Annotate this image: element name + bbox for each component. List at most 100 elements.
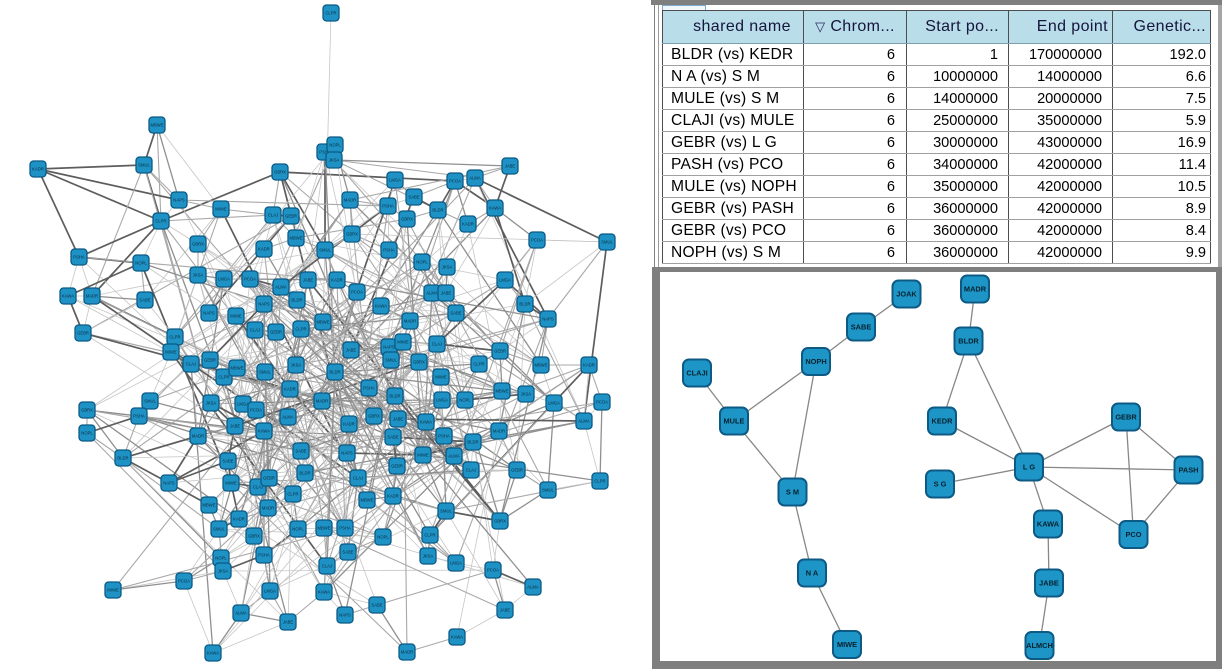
svg-text:NAPS: NAPS <box>258 302 270 307</box>
svg-text:PCOA: PCOA <box>449 179 461 184</box>
svg-text:SMUL: SMUL <box>138 163 150 168</box>
svg-text:PSHA: PSHA <box>73 255 85 260</box>
svg-text:PSHA: PSHA <box>438 434 450 439</box>
svg-text:ALMA: ALMA <box>275 285 287 290</box>
svg-text:MBWE: MBWE <box>495 389 508 394</box>
svg-text:CLPR: CLPR <box>325 11 336 16</box>
svg-text:SABE: SABE <box>371 603 382 608</box>
svg-text:GBRX: GBRX <box>192 242 204 247</box>
svg-text:GBRX: GBRX <box>494 519 506 524</box>
svg-text:SMUL: SMUL <box>385 358 397 363</box>
svg-text:NAPS: NAPS <box>341 451 353 456</box>
svg-text:CLPR: CLPR <box>287 492 298 497</box>
svg-text:JABE: JABE <box>346 348 357 353</box>
svg-text:NAPS: NAPS <box>542 317 554 322</box>
svg-text:KADR: KADR <box>233 517 245 522</box>
svg-text:PCOA: PCOA <box>250 408 262 413</box>
svg-text:NAPS: NAPS <box>163 481 175 486</box>
svg-text:LMGA: LMGA <box>499 278 511 283</box>
svg-text:ALMA: ALMA <box>235 611 247 616</box>
svg-text:LMGA: LMGA <box>450 561 462 566</box>
svg-text:CLPR: CLPR <box>155 219 166 224</box>
svg-text:MADR: MADR <box>86 294 98 299</box>
svg-text:MBWE: MBWE <box>202 503 215 508</box>
svg-text:BLDR: BLDR <box>519 302 530 307</box>
svg-text:JKSA: JKSA <box>218 569 229 574</box>
svg-text:KAWA: KAWA <box>451 635 463 640</box>
svg-text:NOPL: NOPL <box>292 527 304 532</box>
svg-text:MIWE: MIWE <box>165 350 177 355</box>
svg-text:CLAJ: CLAJ <box>268 213 278 218</box>
svg-text:JKSA: JKSA <box>442 265 453 270</box>
svg-text:PSHA: PSHA <box>339 526 351 531</box>
svg-text:SMUL: SMUL <box>144 399 156 404</box>
svg-text:ALMA: ALMA <box>282 415 294 420</box>
svg-text:JOAK: JOAK <box>896 290 917 299</box>
svg-text:MADR: MADR <box>493 429 505 434</box>
svg-text:BLDR: BLDR <box>291 298 302 303</box>
svg-text:PCOA: PCOA <box>244 277 256 282</box>
svg-text:SABE: SABE <box>222 459 233 464</box>
svg-text:MADR: MADR <box>316 399 328 404</box>
svg-text:KAWA: KAWA <box>420 420 432 425</box>
svg-text:JABE: JABE <box>441 291 452 296</box>
svg-text:BLDR: BLDR <box>299 471 310 476</box>
svg-text:L G: L G <box>1023 463 1035 472</box>
svg-text:PCO: PCO <box>1125 530 1141 539</box>
svg-text:NOPL: NOPL <box>215 556 227 561</box>
svg-text:CLAJ: CLAJ <box>322 564 332 569</box>
svg-text:MADR: MADR <box>262 506 274 511</box>
svg-text:JABE: JABE <box>303 278 314 283</box>
svg-text:LMGA: LMGA <box>548 401 560 406</box>
svg-text:MBWE: MBWE <box>316 320 329 325</box>
svg-text:MBWE: MBWE <box>289 236 302 241</box>
svg-text:GEBR: GEBR <box>77 331 89 336</box>
svg-text:JABE: JABE <box>230 424 241 429</box>
svg-text:MBWE: MBWE <box>534 363 547 368</box>
svg-text:NAPS: NAPS <box>339 613 351 618</box>
svg-text:NOPL: NOPL <box>135 261 147 266</box>
svg-text:KADR: KADR <box>343 422 355 427</box>
svg-text:BLDR: BLDR <box>432 208 443 213</box>
svg-text:JABE: JABE <box>283 620 294 625</box>
svg-text:SMUL: SMUL <box>601 240 613 245</box>
svg-text:MULE: MULE <box>724 417 745 426</box>
svg-text:MIWE: MIWE <box>837 640 857 649</box>
svg-text:GBRX: GBRX <box>248 534 260 539</box>
svg-text:CLPR: CLPR <box>594 479 605 484</box>
svg-text:SABE: SABE <box>851 323 872 332</box>
svg-text:ALMA: ALMA <box>426 291 438 296</box>
svg-text:SABE: SABE <box>295 449 306 454</box>
svg-text:BLDR: BLDR <box>329 370 340 375</box>
svg-text:LMGA: LMGA <box>218 277 230 282</box>
svg-text:JKSA: JKSA <box>521 392 532 397</box>
svg-text:GBRX: GBRX <box>346 232 358 237</box>
svg-text:LMGA: LMGA <box>264 589 276 594</box>
svg-text:GEBR: GEBR <box>511 468 523 473</box>
svg-text:MIWE: MIWE <box>230 314 242 319</box>
svg-text:JKSA: JKSA <box>329 158 340 163</box>
svg-text:KADR: KADR <box>331 278 343 283</box>
svg-text:SMUL: SMUL <box>213 527 225 532</box>
svg-text:GEBR: GEBR <box>204 358 216 363</box>
svg-text:JABE: JABE <box>505 164 516 169</box>
svg-text:BLDR: BLDR <box>467 440 478 445</box>
svg-text:LMGA: LMGA <box>389 178 401 183</box>
svg-text:GEBR: GEBR <box>263 476 275 481</box>
svg-text:MIWE: MIWE <box>225 481 237 486</box>
svg-text:GBRX: GBRX <box>81 408 93 413</box>
svg-text:KEDR: KEDR <box>932 417 954 426</box>
svg-text:KADR: KADR <box>462 222 474 227</box>
svg-text:JKSA: JKSA <box>291 363 302 368</box>
svg-text:JKSA: JKSA <box>193 273 204 278</box>
svg-text:CLAJI: CLAJI <box>686 369 707 378</box>
svg-text:BLDR: BLDR <box>389 394 400 399</box>
svg-text:NAPS: NAPS <box>203 311 215 316</box>
svg-text:KADR: KADR <box>32 167 44 172</box>
svg-text:N A: N A <box>806 569 819 578</box>
svg-text:GBRX: GBRX <box>274 170 286 175</box>
svg-text:PSHA: PSHA <box>383 248 395 253</box>
svg-text:MIWE: MIWE <box>417 453 429 458</box>
svg-text:S G: S G <box>934 480 947 489</box>
svg-text:MADR: MADR <box>964 285 987 294</box>
